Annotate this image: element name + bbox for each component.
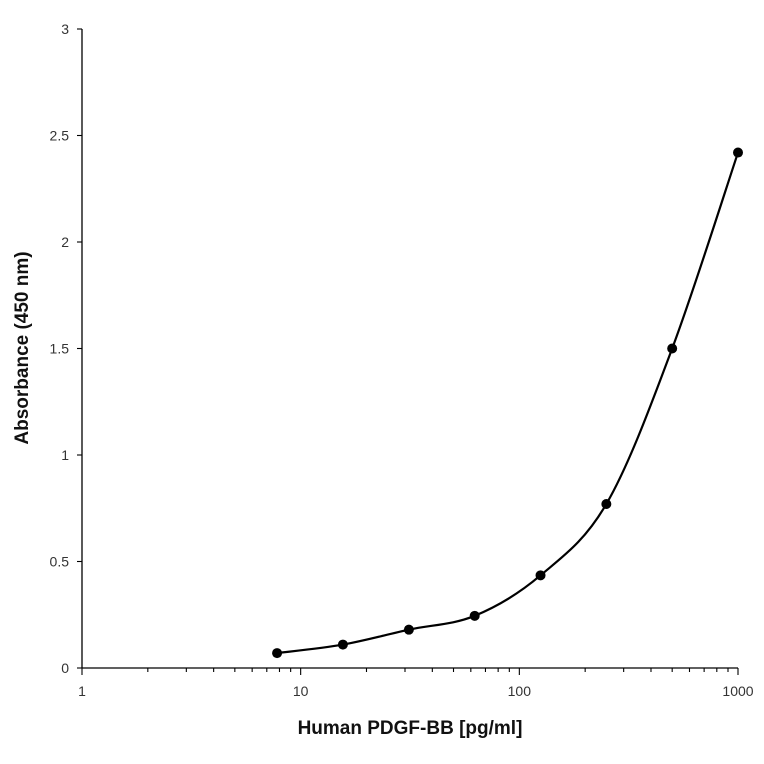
data-point [272, 648, 283, 659]
y-tick-label: 1.5 [50, 341, 70, 357]
data-point [733, 147, 743, 158]
y-tick-label: 0 [61, 660, 69, 676]
x-axis-title: Human PDGF-BB [pg/ml] [298, 718, 523, 739]
data-point [337, 639, 348, 650]
x-tick-label: 10 [293, 683, 309, 699]
ticks: 0 0.5 1 1.5 2 2.5 3 1 10 100 1000 [50, 21, 754, 699]
y-tick-label: 2.5 [50, 128, 70, 144]
y-tick-label: 3 [61, 21, 69, 37]
plot-area [272, 147, 743, 659]
y-tick-label: 0.5 [50, 554, 70, 570]
series-line [276, 152, 740, 655]
y-axis-title: Absorbance (450 nm) [12, 251, 33, 444]
data-point [469, 610, 480, 621]
data-point [667, 343, 678, 354]
axes [81, 29, 738, 669]
data-point [601, 498, 612, 509]
data-point [535, 570, 546, 581]
x-tick-label: 1 [78, 683, 86, 699]
data-point [403, 624, 414, 635]
y-tick-label: 1 [61, 447, 69, 463]
x-tick-label: 1000 [722, 683, 753, 699]
y-tick-label: 2 [61, 234, 69, 250]
x-tick-label: 100 [508, 683, 532, 699]
